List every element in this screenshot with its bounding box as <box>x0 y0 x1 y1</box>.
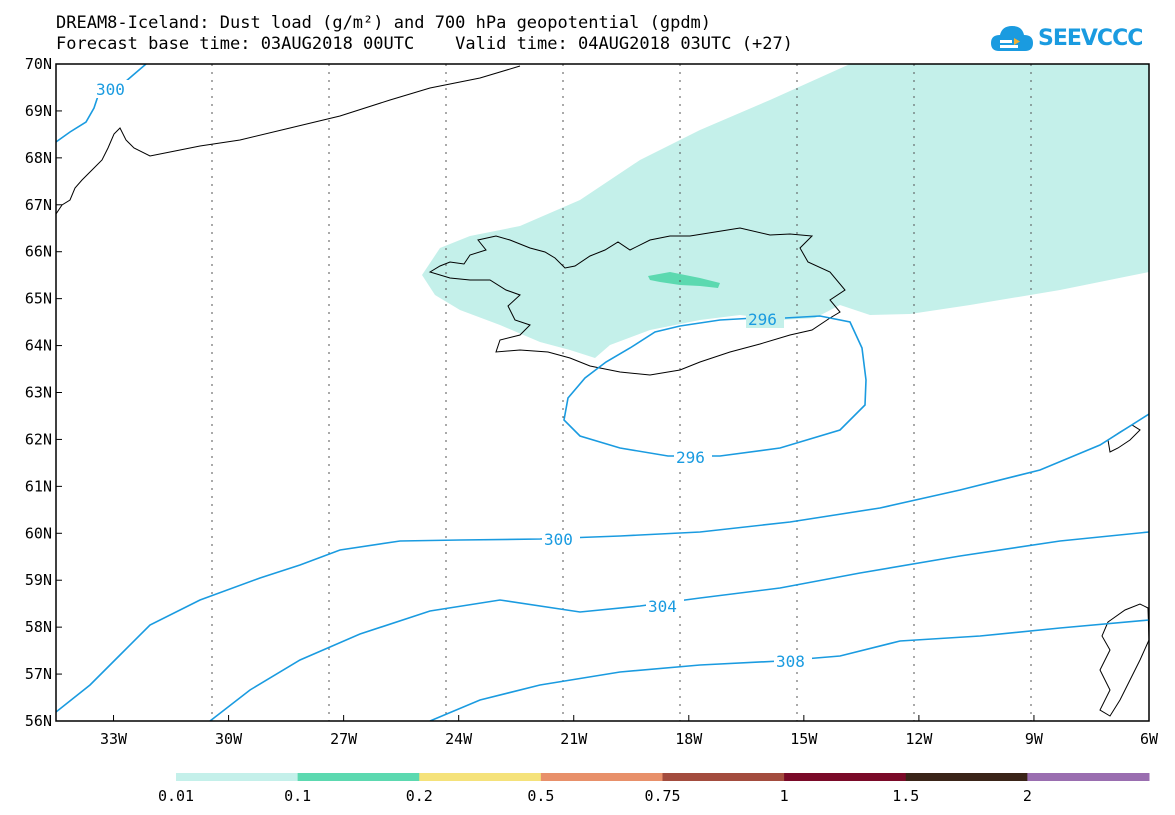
dust-region-0.1 <box>648 272 720 288</box>
lon-tick-label: 6W <box>1140 730 1159 748</box>
contour-label-304: 304 <box>648 597 677 616</box>
lat-tick-label: 57N <box>25 665 52 683</box>
lat-tick-label: 62N <box>25 430 52 448</box>
colorbar-segment <box>540 773 663 781</box>
colorbar-label: 0.75 <box>644 787 680 805</box>
contour-label-296-bottom: 296 <box>676 448 705 467</box>
colorbar-segment <box>662 773 785 781</box>
lon-tick-label: 24W <box>445 730 473 748</box>
graticule <box>211 64 1032 721</box>
lon-tick-label: 30W <box>215 730 243 748</box>
colorbar-label: 0.1 <box>284 787 311 805</box>
lon-tick-label: 33W <box>100 730 128 748</box>
coastline <box>56 65 1149 717</box>
lat-tick-label: 67N <box>25 196 52 214</box>
lat-tick-label: 56N <box>25 712 52 730</box>
colorbar-label: 1 <box>780 787 789 805</box>
logo-text: SEEVCCC <box>1038 25 1143 51</box>
lat-tick-label: 65N <box>25 290 52 308</box>
lon-tick-label: 12W <box>905 730 933 748</box>
geopotential-contours <box>56 64 1149 721</box>
map-subtitle: Forecast base time: 03AUG2018 00UTC Vali… <box>56 34 793 54</box>
colorbar-segment <box>419 773 542 781</box>
colorbar-segment <box>905 773 1028 781</box>
lon-tick-label: 21W <box>560 730 588 748</box>
lon-tick-label: 9W <box>1025 730 1044 748</box>
lat-tick-label: 58N <box>25 618 52 636</box>
colorbar-label: 0.5 <box>527 787 554 805</box>
seevccc-logo: SEEVCCC <box>990 20 1143 56</box>
contour-label-300-nw: 300 <box>96 80 125 99</box>
colorbar: 0.01 0.1 0.2 0.5 0.75 1 1.5 2 <box>158 773 1150 805</box>
lat-tick-label: 69N <box>25 102 52 120</box>
colorbar-segment <box>1027 773 1150 781</box>
lon-tick-label: 15W <box>790 730 818 748</box>
lat-tick-label: 60N <box>25 524 52 542</box>
lat-tick-label: 68N <box>25 149 52 167</box>
lat-tick-label: 59N <box>25 571 52 589</box>
contour-label-300: 300 <box>544 530 573 549</box>
lat-tick-label: 70N <box>25 55 52 73</box>
lat-tick-label: 66N <box>25 243 52 261</box>
colorbar-label: 0.01 <box>158 787 194 805</box>
colorbar-segment <box>176 773 299 781</box>
longitude-axis: 33W 30W 27W 24W 21W 18W 15W 12W 9W 6W <box>100 715 1159 748</box>
lat-tick-label: 64N <box>25 337 52 355</box>
colorbar-segment <box>297 773 420 781</box>
contour-label-296-top: 296 <box>748 310 777 329</box>
cloud-icon <box>991 26 1033 51</box>
colorbar-label: 0.2 <box>406 787 433 805</box>
colorbar-label: 2 <box>1023 787 1032 805</box>
contour-labels: 300 296 296 300 304 308 <box>94 80 812 671</box>
colorbar-segment <box>784 773 907 781</box>
dust-region-0.01 <box>422 64 1149 358</box>
lat-tick-label: 63N <box>25 384 52 402</box>
latitude-axis: 70N 69N 68N 67N 66N 65N 64N 63N 62N 61N 60N 59N 58N 5… <box>25 55 62 730</box>
map-title: DREAM8-Iceland: Dust load (g/m²) and 700… <box>56 13 712 33</box>
contour-label-308: 308 <box>776 652 805 671</box>
lon-tick-label: 18W <box>675 730 703 748</box>
lon-tick-label: 27W <box>330 730 358 748</box>
colorbar-label: 1.5 <box>892 787 919 805</box>
lat-tick-label: 61N <box>25 477 52 495</box>
